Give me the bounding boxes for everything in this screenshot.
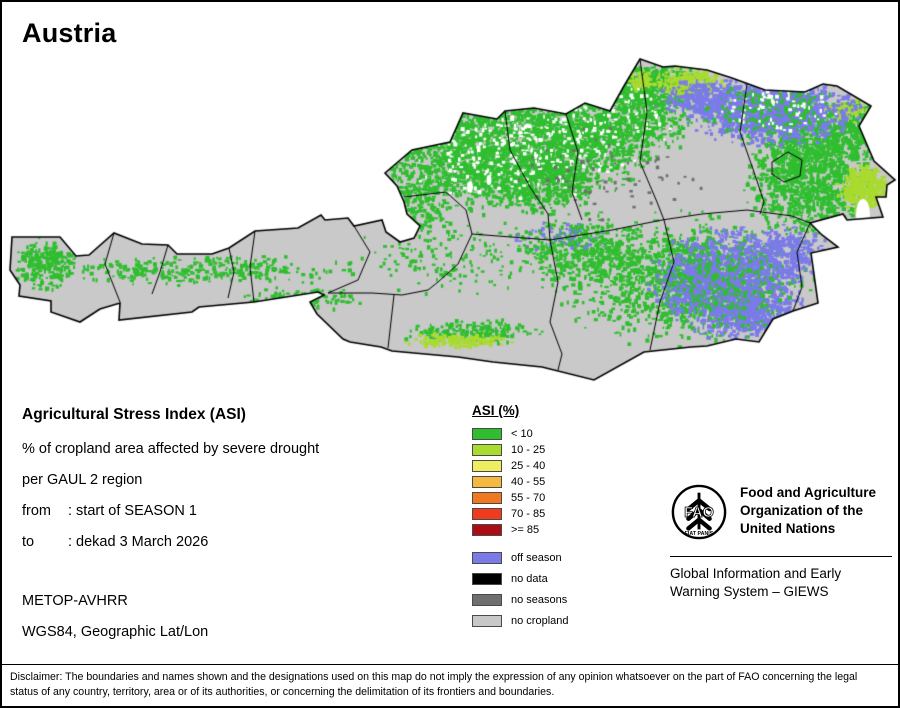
legend-title: ASI (%) [472,403,520,418]
fao-logo-motto: FIAT PANIS [685,531,714,537]
legend-row: 40 - 55 [472,476,569,488]
legend-label: 40 - 55 [511,476,546,488]
legend-swatch-no-seasons [472,594,502,606]
legend-swatch-70-85 [472,508,502,520]
legend-row: no seasons [472,594,569,606]
fao-divider [670,556,892,557]
legend-row: 70 - 85 [472,508,569,520]
austria-map [2,2,898,402]
legend-row: off season [472,552,569,564]
legend-swatch-55-70 [472,492,502,504]
legend-label: 10 - 25 [511,444,546,456]
from-value: : start of SEASON 1 [68,503,197,519]
legend-swatch-no-cropland [472,615,502,627]
legend-label: no cropland [511,615,569,627]
legend-label: no seasons [511,594,568,606]
to-value: : dekad 3 March 2026 [68,534,209,550]
legend-label: 70 - 85 [511,508,546,520]
legend-row: < 10 [472,428,569,440]
map-info-block: Agricultural Stress Index (ASI) % of cro… [22,406,319,655]
fao-logo-icon: FAO FIAT PANIS [671,484,727,540]
legend-label: >= 85 [511,524,540,536]
legend-label: off season [511,552,562,564]
legend-label: no data [511,573,548,585]
fao-branding-block: FAO FIAT PANIS Food and Agriculture Orga… [670,480,892,601]
legend-extra-block: off season no data no seasons no croplan… [472,552,569,627]
legend-label: < 10 [511,428,533,440]
projection-line: WGS84, Geographic Lat/Lon [22,624,209,640]
legend-swatch-off-season [472,552,502,564]
period-to-line: to : dekad 3 March 2026 [22,534,319,550]
legend-swatch-10-25 [472,444,502,456]
legend-row: no cropland [472,615,569,627]
page-title: Austria [22,18,117,48]
legend-row: 10 - 25 [472,444,569,456]
disclaimer-text: Disclaimer: The boundaries and names sho… [2,664,898,706]
legend-swatch-lt10 [472,428,502,440]
legend-swatch-25-40 [472,460,502,472]
fao-org-name: Food and Agriculture Organization of the… [740,485,876,536]
legend-swatch-no-data [472,573,502,585]
legend: ASI (%) < 10 10 - 25 25 - 40 40 - 55 55 … [472,402,569,636]
legend-swatch-40-55 [472,476,502,488]
legend-row: no data [472,573,569,585]
from-label: from [22,503,51,519]
to-label: to [22,534,35,550]
asi-description-line: % of cropland area affected by severe dr… [22,441,320,457]
asi-heading: Agricultural Stress Index (ASI) [22,406,246,423]
asi-region-line: per GAUL 2 region [22,472,143,488]
period-from-line: from : start of SEASON 1 [22,503,319,519]
fao-logo-text: FAO [684,505,714,521]
fao-header: FAO FIAT PANIS Food and Agriculture Orga… [670,480,892,544]
legend-row: 55 - 70 [472,492,569,504]
legend-swatch-ge85 [472,524,502,536]
legend-label: 25 - 40 [511,460,546,472]
legend-row: 25 - 40 [472,460,569,472]
legend-label: 55 - 70 [511,492,546,504]
giews-label: Global Information and Early Warning Sys… [670,566,842,600]
sensor-line: METOP-AVHRR [22,593,128,609]
legend-row: >= 85 [472,524,569,536]
